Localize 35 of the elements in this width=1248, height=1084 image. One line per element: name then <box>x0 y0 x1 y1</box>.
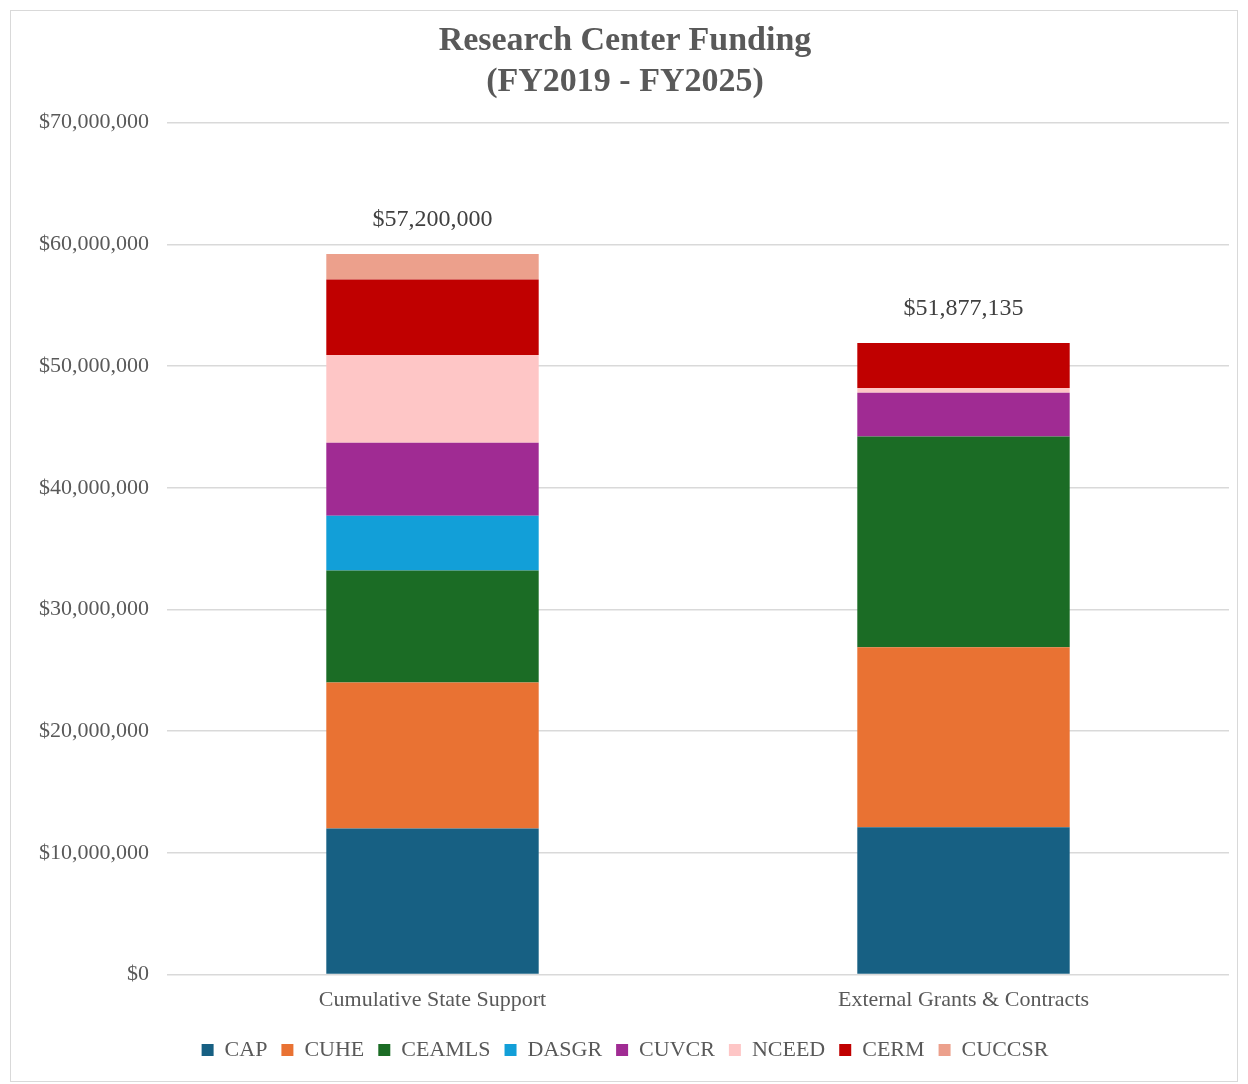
legend-label: CEAMLS <box>401 1035 491 1061</box>
bar <box>326 682 539 829</box>
bar <box>326 254 539 280</box>
legend-label: DASGR <box>527 1035 603 1061</box>
bar <box>857 392 1070 437</box>
bar <box>857 827 1070 974</box>
bar <box>857 647 1070 828</box>
bar <box>326 279 539 356</box>
y-tick-label: $50,000,000 <box>39 351 149 377</box>
bar <box>326 570 539 683</box>
y-tick-label: $0 <box>127 960 149 986</box>
bar <box>326 828 539 974</box>
y-tick-label: $70,000,000 <box>39 108 149 134</box>
chart-title: Research Center Funding (FY2019 - FY2025) <box>438 20 812 99</box>
legend-label: CUCCSR <box>961 1035 1049 1061</box>
y-tick-label: $30,000,000 <box>39 595 149 621</box>
bar <box>326 515 539 571</box>
y-tick-label: $40,000,000 <box>39 473 149 499</box>
bar <box>326 442 539 516</box>
bar <box>857 387 1070 393</box>
legend-label: CUVCR <box>639 1035 716 1061</box>
y-tick-label: $60,000,000 <box>39 230 149 256</box>
legend-label: CERM <box>862 1035 925 1061</box>
x-tick-label: External Grants & Contracts <box>837 985 1090 1011</box>
y-tick-label: $10,000,000 <box>39 838 149 864</box>
bar <box>326 355 539 443</box>
bar <box>857 342 1070 388</box>
legend-label: NCEED <box>751 1035 826 1061</box>
y-tick-label: $20,000,000 <box>39 716 149 742</box>
annotation: $51,877,135 <box>903 294 1024 321</box>
legend-label: CUHE <box>304 1035 365 1061</box>
bar <box>857 436 1070 648</box>
annotation: $57,200,000 <box>372 205 493 232</box>
x-tick-label: Cumulative State Support <box>318 985 547 1011</box>
legend-label: CAP <box>224 1035 268 1061</box>
